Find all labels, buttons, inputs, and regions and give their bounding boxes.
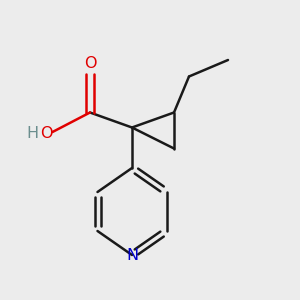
Text: O: O <box>84 56 96 70</box>
Text: N: N <box>126 248 138 262</box>
Text: O: O <box>40 126 53 141</box>
Text: H: H <box>26 126 38 141</box>
